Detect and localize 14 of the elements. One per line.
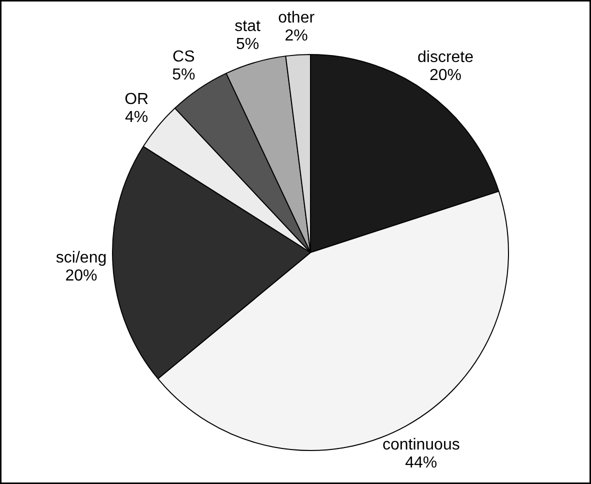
slice-label: continuous (382, 436, 460, 454)
data-label: 4% (125, 109, 148, 126)
data-label: 2% (284, 28, 308, 45)
data-label: 44% (405, 454, 438, 472)
slice-label: discrete (417, 49, 474, 66)
data-label: 20% (429, 67, 462, 84)
data-label: 5% (172, 66, 196, 84)
slice-label: stat (234, 18, 261, 36)
data-label: 5% (236, 36, 260, 54)
data-label: 20% (65, 267, 98, 284)
slice-label: CS (172, 48, 195, 66)
slice-label: other (278, 10, 316, 27)
slice-label: OR (124, 91, 149, 108)
slice-label: sci/eng (56, 249, 107, 266)
